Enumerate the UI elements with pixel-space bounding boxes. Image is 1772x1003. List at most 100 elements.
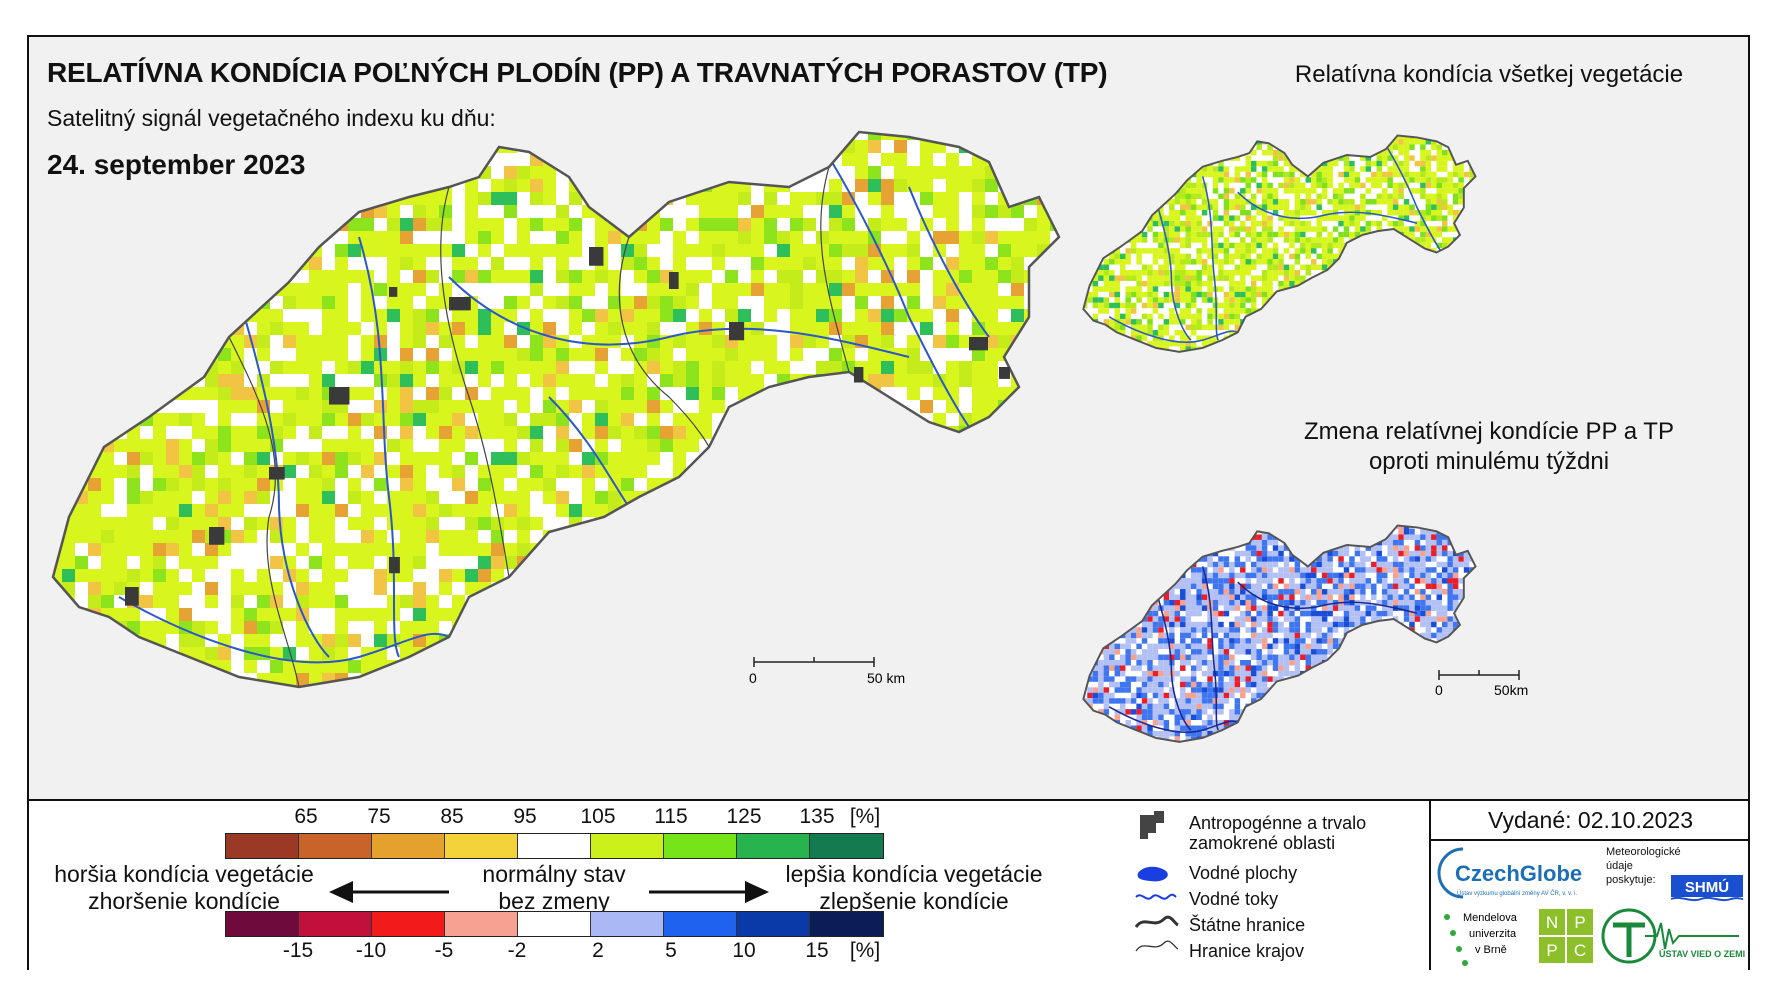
map-cell <box>283 530 296 543</box>
map-cell <box>920 582 933 595</box>
map-cell <box>179 153 192 166</box>
map-cell <box>569 712 582 725</box>
map-cell <box>1463 330 1470 336</box>
map-cell <box>738 348 751 361</box>
map-cell <box>244 582 257 595</box>
map-cell <box>1381 160 1388 167</box>
map-cell <box>504 634 517 647</box>
map-cell <box>1147 144 1153 150</box>
map-cell <box>738 686 751 687</box>
map-cell <box>517 179 530 192</box>
map-cell <box>1037 634 1050 647</box>
map-cell <box>88 270 101 283</box>
map-cell <box>868 179 881 192</box>
map-cell <box>595 361 608 374</box>
map-cell <box>1169 297 1175 303</box>
map-cell <box>1387 144 1393 150</box>
map-cell <box>1474 166 1476 172</box>
map-cell <box>1294 188 1301 194</box>
map-cell <box>933 231 946 244</box>
map-cell <box>1152 286 1159 292</box>
map-cell <box>1447 135 1453 140</box>
map-cell <box>595 322 608 335</box>
map-cell <box>114 400 127 413</box>
map-cell <box>88 530 101 543</box>
map-cell <box>829 140 842 153</box>
map-cell <box>1458 188 1464 194</box>
map-cell <box>1174 231 1181 238</box>
map-cell <box>1381 270 1388 276</box>
map-cell <box>1125 171 1131 178</box>
map-cell <box>465 361 478 374</box>
map-cell <box>335 608 348 621</box>
map-cell <box>1109 171 1115 178</box>
map-cell <box>1152 270 1159 276</box>
map-cell <box>1447 237 1453 243</box>
map-cell <box>62 660 75 673</box>
map-cell <box>1458 357 1463 362</box>
map-cell <box>374 413 387 426</box>
map-cell <box>946 231 959 244</box>
map-cell <box>725 621 738 634</box>
map-cell <box>1365 308 1372 314</box>
map-cell <box>1316 302 1322 309</box>
map-cell <box>1403 330 1410 336</box>
map-cell <box>1387 155 1393 161</box>
map-cell <box>1354 525 1361 530</box>
map-cell <box>75 374 88 387</box>
map-cell <box>101 595 114 608</box>
map-cell <box>907 608 920 621</box>
map-cell <box>595 153 608 166</box>
map-cell <box>439 218 452 231</box>
map-cell <box>1218 286 1224 292</box>
map-cell <box>1392 155 1399 161</box>
map-cell <box>764 517 777 530</box>
map-cell <box>660 400 673 413</box>
map-cell <box>1327 313 1333 320</box>
map-cell <box>504 413 517 426</box>
map-cell <box>686 530 699 543</box>
map-cell <box>1327 259 1333 265</box>
map-cell <box>1355 363 1360 368</box>
map-cell <box>166 257 179 270</box>
map-cell <box>530 478 543 491</box>
map-cell <box>530 660 543 673</box>
map-cell <box>699 673 712 686</box>
map-cell <box>400 530 413 543</box>
map-cell <box>88 179 101 192</box>
map-cell <box>504 517 517 530</box>
map-cell <box>1087 324 1093 331</box>
map-cell <box>1283 160 1290 167</box>
map-cell <box>1343 319 1350 325</box>
map-cell <box>1431 330 1437 336</box>
map-cell <box>491 335 504 348</box>
map-cell <box>1316 215 1322 221</box>
map-cell <box>1250 286 1257 292</box>
map-cell <box>998 413 1011 426</box>
map-cell <box>959 608 972 621</box>
map-cell <box>1272 253 1279 260</box>
map-cell <box>1305 330 1312 336</box>
map-cell <box>179 517 192 530</box>
map-cell <box>283 673 296 686</box>
map-cell <box>166 335 179 348</box>
map-cell <box>1458 313 1464 320</box>
map-cell <box>127 322 140 335</box>
map-cell <box>517 608 530 621</box>
map-cell <box>1272 308 1279 314</box>
map-cell <box>1376 193 1382 200</box>
map-cell <box>1250 215 1257 221</box>
map-cell <box>1332 135 1339 140</box>
map-cell <box>660 361 673 374</box>
map-cell <box>725 634 738 647</box>
map-cell <box>699 192 712 205</box>
map-cell <box>231 257 244 270</box>
map-cell <box>400 166 413 179</box>
map-cell <box>1109 302 1115 309</box>
map-cell <box>569 530 582 543</box>
map-cell <box>244 192 257 205</box>
map-cell <box>335 595 348 608</box>
map-cell <box>1431 259 1437 265</box>
map-cell <box>1321 193 1328 200</box>
map-cell <box>1332 193 1339 200</box>
